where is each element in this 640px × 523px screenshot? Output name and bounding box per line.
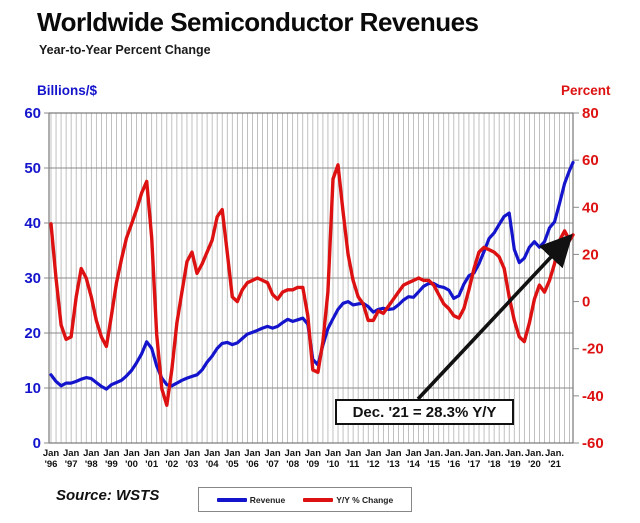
svg-text:Jan.'15: Jan. '15 (424, 448, 443, 470)
chart-subtitle: Year-to-Year Percent Change (39, 43, 211, 57)
svg-text:40: 40 (24, 215, 41, 232)
legend-item-revenue: Revenue (216, 494, 286, 505)
svg-text:60: 60 (582, 152, 599, 169)
annotation-arrow (416, 233, 573, 401)
svg-text:Jan'05: Jan '05 (224, 448, 241, 470)
yoy-line-swatch (303, 497, 334, 502)
yoy-legend-label: Y/Y % Change (336, 494, 394, 505)
svg-text:Jan'09: Jan '09 (305, 448, 322, 470)
svg-text:Jan'13: Jan '13 (385, 448, 402, 470)
svg-text:Jan.'21: Jan. '21 (545, 448, 564, 470)
svg-text:Jan.'16: Jan. '16 (444, 448, 463, 470)
svg-text:Jan'98: Jan '98 (83, 448, 100, 470)
svg-text:Jan.'18: Jan. '18 (485, 448, 504, 470)
svg-text:Jan'02: Jan '02 (164, 448, 181, 470)
svg-text:Jan'03: Jan '03 (184, 448, 201, 470)
revenue-legend-label: Revenue (249, 494, 286, 505)
svg-text:Jan'12: Jan '12 (365, 448, 382, 470)
svg-text:50: 50 (24, 160, 41, 177)
svg-text:20: 20 (582, 246, 599, 263)
svg-text:Jan'06: Jan '06 (244, 448, 261, 470)
svg-text:Jan'11: Jan '11 (345, 448, 362, 470)
right-axis-ticks: 80 60 40 20 0 -20 -40 -60 (573, 105, 604, 452)
svg-text:Jan'04: Jan '04 (204, 448, 221, 470)
svg-text:-20: -20 (582, 341, 604, 358)
svg-text:60: 60 (24, 105, 41, 122)
annotation-text: Dec. '21 = 28.3% Y/Y (352, 403, 497, 421)
svg-text:Jan'97: Jan '97 (63, 448, 80, 470)
svg-text:Jan'00: Jan '00 (123, 448, 140, 470)
svg-text:Jan'96: Jan '96 (43, 448, 60, 470)
svg-text:10: 10 (24, 380, 41, 397)
svg-text:Jan'08: Jan '08 (285, 448, 302, 470)
svg-text:0: 0 (582, 294, 590, 311)
svg-text:Jan'07: Jan '07 (264, 448, 281, 470)
svg-text:80: 80 (582, 105, 599, 122)
annotation-box: Dec. '21 = 28.3% Y/Y (335, 399, 514, 425)
svg-text:-60: -60 (582, 435, 604, 452)
svg-text:Jan.'20: Jan. '20 (525, 448, 544, 470)
svg-text:20: 20 (24, 325, 41, 342)
right-axis-title: Percent (561, 83, 611, 98)
source-label: Source: WSTS (56, 487, 160, 504)
chart-legend: Revenue Y/Y % Change (198, 487, 412, 512)
revenue-line-swatch (216, 497, 247, 502)
left-axis-ticks: 60 50 40 30 20 10 0 (24, 105, 49, 452)
svg-text:Jan.'19: Jan. '19 (505, 448, 524, 470)
svg-text:Jan'01: Jan '01 (144, 448, 161, 470)
svg-text:0: 0 (33, 435, 41, 452)
left-axis-title: Billions/$ (37, 83, 98, 98)
legend-item-yoy: Y/Y % Change (303, 495, 393, 505)
svg-text:30: 30 (24, 270, 41, 287)
svg-text:Jan.'17: Jan. '17 (464, 448, 483, 470)
svg-text:40: 40 (582, 199, 599, 216)
svg-text:Jan'10: Jan '10 (325, 448, 342, 470)
yoy-line (49, 163, 575, 407)
svg-text:Jan'14: Jan '14 (405, 448, 422, 470)
page-title: Worldwide Semiconductor Revenues (37, 7, 479, 37)
svg-text:-40: -40 (582, 388, 604, 405)
svg-text:Jan'99: Jan '99 (103, 448, 120, 470)
